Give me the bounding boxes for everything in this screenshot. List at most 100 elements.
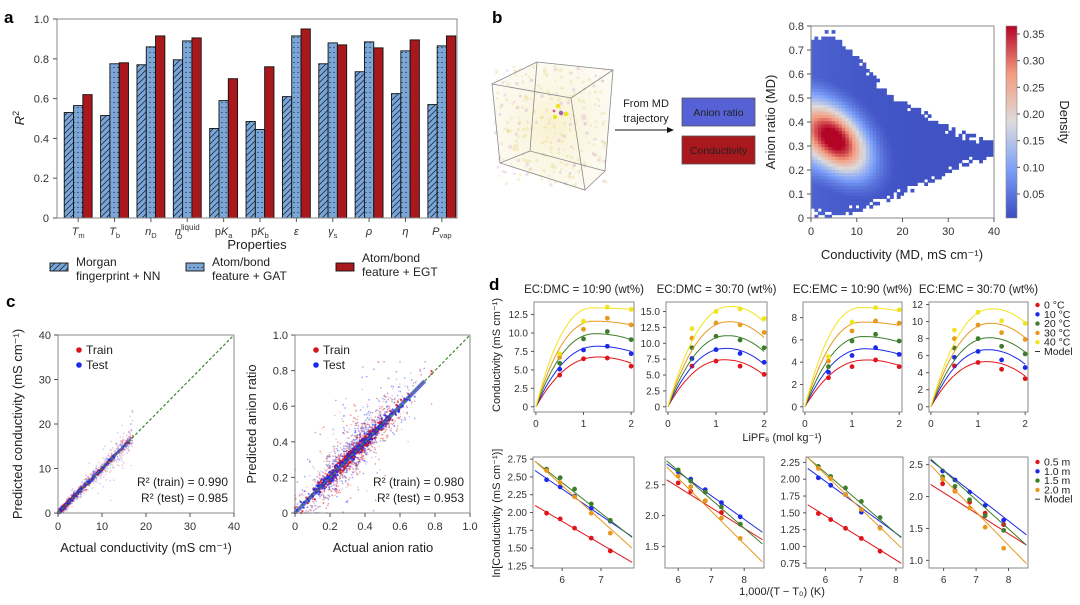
heatmap-cell: [835, 62, 839, 67]
bar-γ_s-series-2: [327, 42, 338, 219]
test-point: [397, 386, 399, 389]
test-point: [345, 450, 348, 453]
heatmap-cell: [965, 149, 970, 154]
heatmap-cell: [841, 85, 846, 89]
test-point: [369, 411, 372, 414]
test-point: [406, 411, 409, 414]
heatmap-cell: [821, 133, 826, 138]
test-point: [414, 381, 417, 384]
train-point: [365, 426, 367, 429]
heatmap-cell: [835, 137, 839, 141]
train-point: [352, 444, 354, 446]
heatmap-cell: [848, 185, 853, 190]
panel-a-ylabel: R2: [11, 111, 27, 125]
test-point: [332, 462, 334, 465]
train-point: [357, 473, 359, 475]
test-point: [102, 457, 104, 459]
heatmap-cell: [900, 172, 905, 177]
legend-label-line-1: Atom/bond: [212, 255, 270, 269]
test-point: [329, 451, 332, 454]
test-point: [341, 482, 344, 484]
train-point: [107, 452, 110, 455]
particle: [525, 127, 529, 131]
test-point: [331, 463, 334, 465]
heatmap-cell: [855, 130, 860, 135]
heatmap-cell: [838, 169, 843, 174]
heatmap-cell: [872, 159, 877, 164]
test-point: [372, 418, 374, 421]
train-point: [356, 421, 359, 424]
test-point: [80, 493, 82, 495]
train-point: [342, 476, 344, 479]
test-point: [332, 428, 335, 431]
heatmap-cell: [893, 127, 898, 131]
heatmap-cell: [831, 172, 836, 177]
train-point: [349, 465, 352, 468]
tick-sub: b: [265, 231, 269, 240]
heatmap-cell: [855, 124, 860, 128]
particle: [569, 155, 574, 160]
heatmap-cell: [838, 52, 843, 57]
heatmap-cell: [848, 59, 853, 63]
heatmap-cell: [831, 185, 836, 190]
test-point: [362, 426, 365, 429]
heatmap-cell: [917, 143, 922, 148]
train-point: [334, 489, 336, 492]
train-point: [128, 430, 130, 433]
heatmap-cell: [944, 133, 949, 138]
test-point: [59, 505, 62, 508]
heatmap-cell: [824, 205, 829, 209]
train-point: [336, 489, 338, 491]
test-point: [352, 471, 354, 473]
heatmap-cell: [811, 146, 815, 151]
heatmap-cell: [886, 94, 891, 99]
particle: [516, 158, 521, 163]
heatmap-cell: [893, 111, 898, 115]
heatmap-cell: [979, 143, 983, 148]
heatmap-cell: [865, 162, 870, 167]
heatmap-cell: [917, 140, 922, 144]
test-point: [345, 471, 347, 474]
heatmap-cell: [883, 195, 887, 199]
heatmap-cell: [817, 195, 822, 199]
train-point: [327, 460, 329, 463]
particle: [515, 106, 519, 110]
train-point: [312, 479, 314, 481]
test-point: [334, 488, 337, 490]
test-point: [361, 430, 364, 433]
heatmap-cell: [852, 198, 857, 203]
heatmap-cell: [872, 137, 877, 141]
heatmap-cell: [811, 101, 815, 105]
test-point: [365, 413, 368, 416]
heatmap-cell: [862, 85, 867, 89]
train-point: [377, 360, 379, 363]
heatmap-cell: [876, 137, 881, 141]
particle: [581, 99, 586, 104]
heatmap-cell: [924, 156, 929, 161]
train-point: [127, 438, 130, 441]
train-point: [387, 377, 389, 379]
heatmap-cell: [865, 107, 870, 112]
heatmap-cell: [989, 149, 994, 154]
test-point: [364, 453, 367, 455]
test-point: [378, 418, 380, 420]
heatmap-cell: [955, 140, 959, 144]
test-point: [348, 442, 350, 445]
train-point: [63, 510, 66, 513]
train-point: [356, 435, 359, 438]
train-point: [378, 416, 381, 419]
train-point: [319, 497, 321, 499]
heatmap-cell: [920, 175, 925, 180]
heatmap-cell: [869, 81, 874, 86]
particle: [512, 147, 516, 151]
train-point: [339, 477, 342, 480]
particle: [579, 91, 582, 95]
heatmap-cell: [903, 175, 908, 180]
test-point: [344, 447, 346, 450]
test-point: [359, 409, 362, 411]
heatmap-cell: [955, 137, 959, 141]
test-point: [336, 478, 338, 481]
train-point: [328, 454, 331, 456]
test-point: [88, 462, 90, 464]
heatmap-cell: [838, 172, 843, 177]
